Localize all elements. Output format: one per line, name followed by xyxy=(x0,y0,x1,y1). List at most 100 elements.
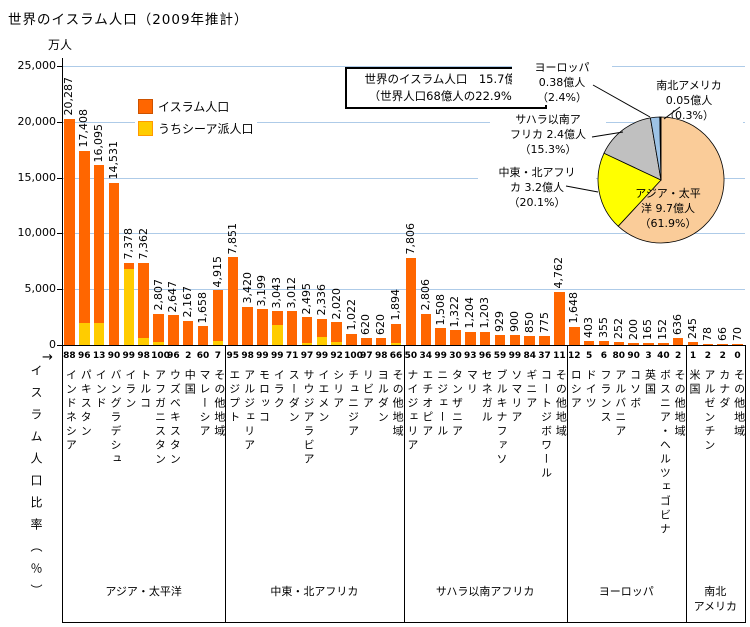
pct-muslim-label: 88 xyxy=(63,351,76,361)
bar-value-label: 850 xyxy=(522,311,536,333)
pie-slice-0 xyxy=(617,116,725,244)
region-group-label: サハラ以南アフリカ xyxy=(435,585,535,598)
bar-value-label: 70 xyxy=(730,327,744,342)
country-label: セネガル xyxy=(480,369,494,425)
bar-value-label: 900 xyxy=(507,310,521,332)
pie-label-mideast: 中東・北アフリ カ 3.2億人 （20.1%） xyxy=(478,165,596,210)
pie-callout-line xyxy=(565,185,599,193)
bar-islam-population xyxy=(375,338,387,345)
annotation-line-2: （世界人口68億人の22.9%） xyxy=(368,89,524,103)
y-tick-label: 15,000 xyxy=(17,170,57,184)
country-label: ウズベキスタン xyxy=(168,369,182,467)
bar-islam-population xyxy=(554,291,565,345)
country-label: インドネシア xyxy=(64,369,78,453)
chart-title: 世界のイスラム人口（2009年推計） xyxy=(8,12,249,28)
country-label: イラン xyxy=(123,369,137,411)
country-label: ギニア xyxy=(524,369,538,411)
bar-value-label: 2,495 xyxy=(299,282,313,315)
bar-value-label: 152 xyxy=(656,319,670,341)
pct-muslim-label: 13 xyxy=(92,351,106,361)
bar-islam-population xyxy=(138,262,149,345)
group-divider xyxy=(685,346,687,622)
pie-label-asia: アジア・太平 洋 9.7億人 （61.9%） xyxy=(635,187,701,230)
bar-islam-population xyxy=(168,315,179,345)
bar-value-label: 355 xyxy=(596,317,610,339)
bar-value-label: 4,915 xyxy=(210,255,224,288)
region-group-label: 中東・北アフリカ xyxy=(270,585,359,598)
bar-shia-population xyxy=(93,322,105,345)
country-label: ニジェール xyxy=(435,369,449,439)
pct-muslim-label: 30 xyxy=(449,351,462,361)
bar-islam-population xyxy=(108,182,120,345)
bar-value-label: 1,203 xyxy=(478,297,492,329)
bar-islam-population xyxy=(182,320,194,345)
bar-value-label: 3,043 xyxy=(270,276,284,309)
bar-islam-population xyxy=(643,343,654,345)
bar-islam-population xyxy=(93,165,105,345)
pct-muslim-label: 99 xyxy=(122,351,136,361)
pie-slice-1 xyxy=(597,152,662,227)
bar-value-label: 3,012 xyxy=(285,276,299,309)
gridline-15000 xyxy=(62,177,745,179)
country-label: リビア xyxy=(361,369,375,411)
bar-islam-population xyxy=(732,344,743,345)
country-label: ナイジェリア xyxy=(405,369,419,453)
bar-islam-population xyxy=(450,330,461,345)
bar-islam-population xyxy=(405,257,417,345)
pie-label-europe: ヨーロッパ 0.38億人 （2.4%） xyxy=(512,60,612,105)
pct-muslim-label: 97 xyxy=(360,351,373,361)
country-label: カナダ xyxy=(717,369,731,411)
pie-callout-line xyxy=(663,106,681,120)
bar-islam-population xyxy=(524,335,535,345)
country-label: ロシア xyxy=(569,369,583,411)
country-label: 米国 xyxy=(688,369,702,397)
country-label: マレーシア xyxy=(198,369,212,439)
y-tick-mark xyxy=(57,345,62,346)
region-group-label: 南北 アメリカ xyxy=(693,585,738,613)
bar-islam-population xyxy=(479,331,491,345)
country-label: スーダン xyxy=(287,369,301,425)
pct-muslim-label: 90 xyxy=(107,351,121,361)
country-label: タンザニア xyxy=(450,369,464,439)
country-label: エジプト xyxy=(227,369,241,425)
country-label: その他地域 xyxy=(673,369,687,439)
bar-value-label: 200 xyxy=(626,318,640,340)
y-tick-mark xyxy=(57,289,62,291)
country-label: サウジアラビア xyxy=(301,369,315,467)
country-label: ブルキナファソ xyxy=(495,369,508,467)
pct-muslim-label: 11 xyxy=(553,351,566,361)
bar-value-label: 775 xyxy=(537,312,551,334)
bar-value-label: 403 xyxy=(582,316,596,338)
bar-value-label: 620 xyxy=(374,314,388,336)
bar-islam-population xyxy=(687,342,699,345)
pct-muslim-label: 5 xyxy=(585,351,593,361)
bar-islam-population xyxy=(197,326,209,345)
bar-islam-population xyxy=(227,257,238,345)
pct-muslim-label: 99 xyxy=(271,351,284,361)
country-label: アルバニア xyxy=(613,369,627,439)
pie-callout-line xyxy=(591,131,624,138)
bar-islam-population xyxy=(212,290,224,345)
pct-muslim-label: 71 xyxy=(285,351,299,361)
group-divider xyxy=(62,346,63,622)
pct-row-label: イスラム人口比率（％） xyxy=(29,364,43,606)
y-tick-mark xyxy=(57,233,62,235)
bar-value-label: 2,647 xyxy=(166,280,180,313)
country-label: モロッコ xyxy=(257,369,271,425)
group-divider xyxy=(745,346,746,622)
bar-islam-population xyxy=(331,322,342,345)
bar-islam-population xyxy=(717,344,728,345)
bar-shia-population xyxy=(79,322,90,345)
pct-muslim-label: 40 xyxy=(657,351,670,361)
legend-label-shia: うちシーア派人口 xyxy=(158,122,254,136)
country-label: イラク xyxy=(272,369,286,411)
bar-value-label: 2,167 xyxy=(181,286,195,318)
country-label: ヨルダン xyxy=(376,369,390,425)
pct-muslim-label: 80 xyxy=(612,351,626,361)
x-axis-line xyxy=(62,345,746,346)
country-label: フランス xyxy=(598,369,612,425)
country-label: バングラデシュ xyxy=(108,369,122,467)
pct-muslim-label: 90 xyxy=(627,351,640,361)
bar-islam-population xyxy=(494,334,506,345)
